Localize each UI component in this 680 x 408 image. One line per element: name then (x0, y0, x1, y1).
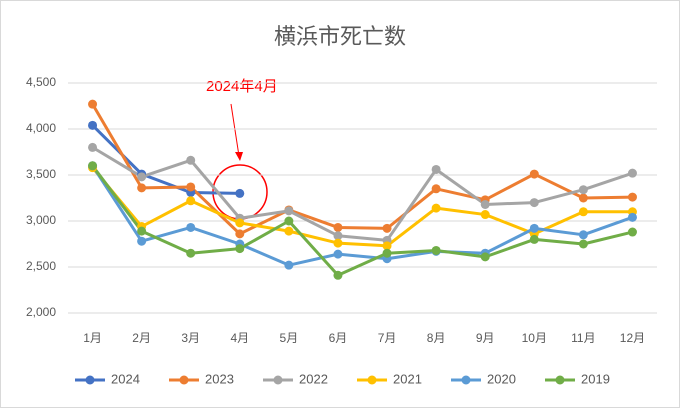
y-tick-label: 3,500 (26, 167, 56, 181)
chart-title: 横浜市死亡数 (274, 24, 406, 49)
legend-label: 2021 (393, 371, 422, 386)
data-point (235, 188, 245, 198)
data-point (186, 196, 196, 206)
data-point (137, 172, 147, 182)
data-point (627, 227, 637, 237)
data-point (235, 229, 245, 239)
x-tick-label: 12月 (620, 331, 645, 345)
data-point (235, 218, 245, 228)
data-point (186, 248, 196, 258)
data-point (333, 249, 343, 259)
legend-marker (367, 375, 377, 385)
series-line (91, 103, 633, 236)
x-tick-label: 1月 (83, 331, 102, 345)
data-point (186, 182, 196, 192)
data-point (431, 203, 441, 213)
data-point (284, 216, 294, 226)
data-point (480, 199, 490, 209)
x-tick-label: 3月 (181, 331, 200, 345)
data-point (235, 244, 245, 254)
y-tick-label: 4,000 (26, 121, 56, 135)
data-point (431, 164, 441, 174)
series-line (91, 164, 633, 277)
data-point (88, 161, 98, 171)
data-point (578, 193, 588, 203)
series-line (91, 124, 240, 195)
x-tick-label: 4月 (230, 331, 249, 345)
series-line (91, 146, 633, 242)
data-point (137, 183, 147, 193)
y-tick-label: 3,000 (26, 213, 56, 227)
data-point (431, 245, 441, 255)
legend-marker (179, 375, 189, 385)
legend-label: 2023 (205, 371, 234, 386)
data-point (578, 207, 588, 217)
data-point (137, 226, 147, 236)
series-line (91, 164, 633, 267)
data-point (382, 248, 392, 258)
data-point (88, 99, 98, 109)
legend-label: 2019 (581, 371, 610, 386)
data-point (382, 223, 392, 233)
x-tick-label: 10月 (522, 331, 547, 345)
x-tick-label: 2月 (132, 331, 151, 345)
y-tick-label: 2,500 (26, 259, 56, 273)
data-point (284, 226, 294, 236)
data-point (333, 231, 343, 241)
data-point (186, 222, 196, 232)
data-point (333, 222, 343, 232)
data-point (578, 185, 588, 195)
data-point (333, 238, 343, 248)
x-tick-label: 5月 (280, 331, 299, 345)
data-point (529, 234, 539, 244)
data-point (529, 169, 539, 179)
y-tick-label: 4,500 (26, 75, 56, 89)
data-point (480, 210, 490, 220)
legend-marker (461, 375, 471, 385)
data-point (88, 120, 98, 130)
legend-marker (555, 375, 565, 385)
x-tick-label: 6月 (329, 331, 348, 345)
data-point (186, 155, 196, 165)
y-tick-label: 2,000 (26, 305, 56, 319)
data-point (627, 168, 637, 178)
data-point (382, 241, 392, 251)
legend-label: 2020 (487, 371, 516, 386)
data-point (284, 206, 294, 216)
data-point (627, 192, 637, 202)
annotation-arrow (230, 103, 243, 161)
legend-label: 2022 (299, 371, 328, 386)
legend-label: 2024 (111, 371, 140, 386)
x-tick-label: 9月 (476, 331, 495, 345)
data-point (578, 239, 588, 249)
data-point (578, 230, 588, 240)
data-point (480, 252, 490, 262)
x-tick-label: 11月 (571, 331, 595, 345)
data-point (137, 236, 147, 246)
annotation: 2024年4月 (206, 78, 278, 95)
data-point (431, 184, 441, 194)
data-point (529, 198, 539, 208)
data-point (88, 142, 98, 152)
data-point (529, 223, 539, 233)
data-point (627, 212, 637, 222)
legend-marker (273, 375, 283, 385)
legend-marker (85, 375, 95, 385)
data-point (284, 260, 294, 270)
x-tick-label: 8月 (427, 331, 446, 345)
data-point (333, 270, 343, 280)
x-tick-label: 7月 (378, 331, 397, 345)
